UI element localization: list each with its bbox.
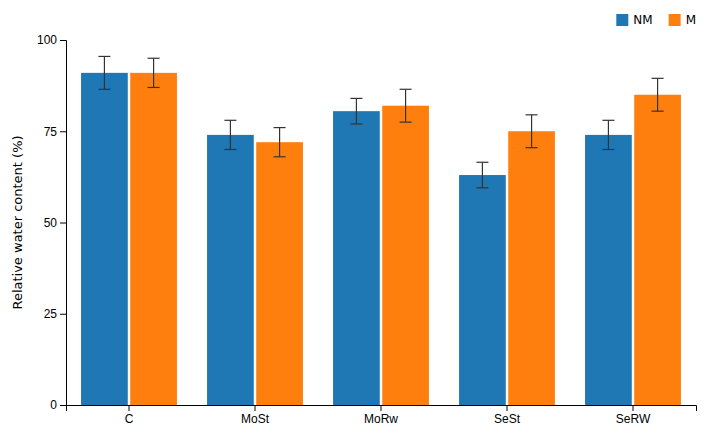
legend-item: M: [669, 13, 696, 27]
bar: [459, 175, 506, 405]
plot: 0 25 50 75 100 C MoSt MoRw SeSt SeRW: [37, 33, 697, 425]
legend: NM M: [616, 13, 696, 27]
y-tick: 100: [37, 33, 66, 47]
error-bar-line: [405, 89, 406, 122]
y-axis-line: [60, 41, 67, 406]
legend-label: NM: [633, 13, 652, 27]
y-tick-mark: [60, 131, 66, 132]
bar: [130, 73, 177, 405]
error-bar-cap: [224, 120, 236, 121]
legend-swatch: [669, 14, 681, 26]
bar: [382, 106, 429, 405]
y-axis: 0 25 50 75 100: [37, 33, 67, 412]
y-tick-mark: [60, 405, 66, 406]
error-bar-line: [482, 162, 483, 188]
error-bar: [652, 78, 664, 111]
y-tick-label: 50: [44, 216, 58, 230]
bar: [585, 135, 632, 405]
error-bar: [98, 56, 110, 89]
x-tick: MoSt: [241, 405, 270, 426]
x-tick: SeSt: [494, 405, 521, 426]
error-bar-line: [153, 58, 154, 87]
x-tick-mark: [633, 405, 634, 411]
x-tick-mark: [507, 405, 508, 411]
x-tick: SeRW: [616, 405, 651, 426]
marks: [81, 56, 681, 405]
bar: [333, 111, 380, 405]
legend-label: M: [686, 13, 696, 27]
error-bar-line: [608, 120, 609, 149]
error-bar-cap: [148, 87, 160, 88]
error-bar: [602, 120, 614, 149]
x-tick-mark: [381, 405, 382, 411]
y-tick-label: 25: [44, 307, 58, 321]
y-tick: 75: [44, 125, 66, 139]
error-bar-line: [279, 128, 280, 157]
y-tick: 0: [50, 398, 66, 412]
x-tick: C: [125, 405, 134, 426]
error-bar: [400, 89, 412, 122]
error-bar-cap: [148, 58, 160, 59]
y-tick-label: 0: [50, 398, 57, 412]
error-bar: [148, 58, 160, 87]
error-bar-line: [356, 98, 357, 124]
x-tick-mark: [255, 405, 256, 411]
y-tick-mark: [60, 40, 66, 41]
error-bar-cap: [476, 187, 488, 188]
error-bar: [274, 128, 286, 157]
y-tick-mark: [60, 223, 66, 224]
error-bar-cap: [98, 89, 110, 90]
error-bar-cap: [476, 162, 488, 163]
x-tick-label: SeSt: [494, 412, 521, 426]
y-axis-title: Relative water content (%): [10, 135, 25, 309]
error-bar: [526, 115, 538, 148]
error-bar-line: [531, 115, 532, 148]
error-bar-cap: [652, 78, 664, 79]
bar: [81, 73, 128, 405]
error-bar-cap: [274, 156, 286, 157]
chart: 0 25 50 75 100 C MoSt MoRw SeSt SeRW Relative wate…: [0, 0, 716, 445]
bar: [256, 142, 303, 405]
x-axis: C MoSt MoRw SeSt SeRW: [67, 405, 697, 426]
error-bar-line: [657, 78, 658, 111]
x-tick-label: MoSt: [241, 412, 270, 426]
error-bar: [350, 98, 362, 124]
bar: [508, 131, 555, 405]
legend-item: NM: [616, 13, 652, 27]
error-bar-cap: [602, 149, 614, 150]
error-bar: [224, 120, 236, 149]
error-bar-cap: [602, 120, 614, 121]
y-tick-label: 75: [44, 125, 58, 139]
y-tick: 50: [44, 216, 66, 230]
bar: [207, 135, 254, 405]
series: [81, 56, 632, 405]
x-tick-label: MoRw: [364, 412, 398, 426]
error-bar-cap: [526, 147, 538, 148]
x-tick-label: C: [125, 412, 134, 426]
error-bar-line: [104, 56, 105, 89]
x-tick-label: SeRW: [616, 412, 651, 426]
x-tick-mark: [129, 405, 130, 411]
error-bar-line: [230, 120, 231, 149]
error-bar-cap: [224, 149, 236, 150]
error-bar-cap: [652, 111, 664, 112]
error-bar-cap: [400, 89, 412, 90]
error-bar-cap: [526, 114, 538, 115]
x-axis-line: [67, 406, 697, 412]
error-bar: [476, 162, 488, 188]
x-tick: MoRw: [364, 405, 398, 426]
legend-swatch: [616, 14, 628, 26]
error-bar-cap: [350, 123, 362, 124]
error-bar-cap: [350, 98, 362, 99]
y-tick-mark: [60, 314, 66, 315]
error-bar-cap: [98, 56, 110, 57]
error-bar-cap: [274, 127, 286, 128]
bar: [634, 95, 681, 405]
error-bar-cap: [400, 122, 412, 123]
y-tick: 25: [44, 307, 66, 321]
y-tick-label: 100: [37, 33, 57, 47]
series: [130, 58, 681, 405]
